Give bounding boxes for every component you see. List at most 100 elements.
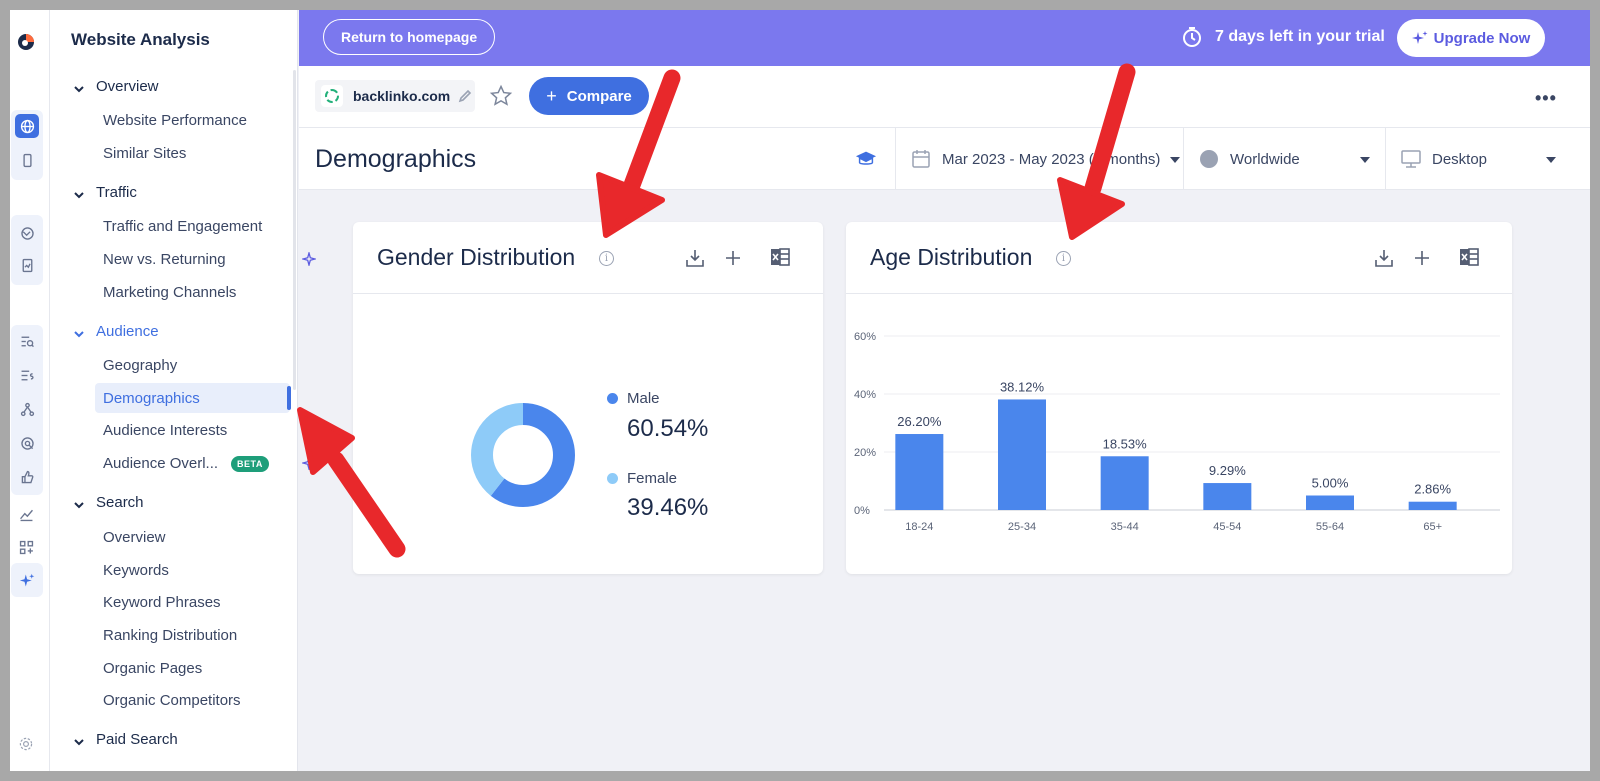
rail-group-seo bbox=[11, 325, 43, 495]
download-icon[interactable] bbox=[1373, 247, 1395, 269]
chevron-down-icon bbox=[74, 187, 86, 199]
region-label: Worldwide bbox=[1230, 150, 1300, 168]
return-homepage-button[interactable]: Return to homepage bbox=[323, 19, 496, 55]
card-header: Age Distribution i bbox=[846, 222, 1512, 294]
add-icon[interactable] bbox=[722, 247, 744, 269]
legend-female-value: 39.46% bbox=[627, 494, 709, 521]
nav-item-audience-overlap[interactable]: Audience Overl... bbox=[103, 454, 219, 472]
sparkle-icon bbox=[1411, 31, 1428, 44]
nav-item-traffic-engagement[interactable]: Traffic and Engagement bbox=[103, 217, 263, 235]
x-tick-label: 18-24 bbox=[905, 521, 933, 533]
apps-icon[interactable] bbox=[14, 535, 38, 559]
site-favicon bbox=[321, 85, 343, 107]
gender-distribution-card: Gender Distribution i Male 60.54% Female… bbox=[353, 222, 823, 574]
bar-value-label: 38.12% bbox=[1000, 379, 1045, 394]
device-filter[interactable]: Desktop bbox=[1385, 128, 1590, 190]
info-icon[interactable]: i bbox=[1056, 251, 1071, 266]
section-overview[interactable]: Overview bbox=[74, 78, 159, 95]
section-audience[interactable]: Audience bbox=[74, 323, 159, 340]
sparkle-icon bbox=[302, 456, 316, 470]
y-tick-label: 0% bbox=[854, 505, 870, 517]
nav-item-marketing-channels[interactable]: Marketing Channels bbox=[103, 283, 237, 301]
nav-item-website-performance[interactable]: Website Performance bbox=[103, 111, 247, 129]
chevron-down-icon bbox=[74, 497, 86, 509]
nav-item-similar-sites[interactable]: Similar Sites bbox=[103, 144, 187, 162]
world-chart-icon[interactable] bbox=[15, 221, 39, 245]
y-tick-label: 40% bbox=[854, 389, 876, 401]
nav-item-new-vs-returning[interactable]: New vs. Returning bbox=[103, 250, 226, 268]
bar-55-64[interactable] bbox=[1306, 495, 1354, 511]
target-icon[interactable] bbox=[15, 431, 39, 455]
icon-rail bbox=[10, 10, 50, 771]
star-icon[interactable] bbox=[489, 84, 513, 108]
section-label: Audience bbox=[96, 323, 159, 340]
card-title: Age Distribution bbox=[870, 244, 1033, 270]
thumbs-up-icon[interactable] bbox=[15, 465, 39, 489]
bar-18-24[interactable] bbox=[895, 434, 944, 510]
more-options-icon[interactable]: ••• bbox=[1535, 88, 1557, 108]
trend-icon[interactable] bbox=[14, 502, 38, 526]
nav-item-organic-pages[interactable]: Organic Pages bbox=[103, 659, 203, 677]
card-title: Gender Distribution bbox=[377, 244, 576, 270]
trial-banner: Return to homepage 7 days left in your t… bbox=[299, 10, 1590, 66]
section-traffic[interactable]: Traffic bbox=[74, 184, 137, 201]
nav-scrollbar[interactable] bbox=[293, 70, 296, 390]
age-distribution-card: Age Distribution i 0% 20% 40% 60% 26.20% 18-2… bbox=[846, 222, 1512, 574]
sparkle-icon[interactable] bbox=[15, 568, 39, 592]
page-title: Demographics bbox=[315, 145, 477, 173]
download-icon[interactable] bbox=[684, 247, 706, 269]
bar-65+[interactable] bbox=[1408, 501, 1457, 510]
date-range-filter[interactable]: Mar 2023 - May 2023 (3 months) bbox=[895, 128, 1183, 190]
nav-item-demographics[interactable]: Demographics bbox=[95, 383, 290, 413]
section-paid-search[interactable]: Paid Search bbox=[74, 731, 178, 748]
region-filter[interactable]: Worldwide bbox=[1183, 128, 1385, 190]
page-header: Demographics Mar 2023 - May 2023 (3 mont… bbox=[299, 128, 1590, 190]
bar-value-label: 26.20% bbox=[897, 414, 942, 429]
info-icon[interactable]: i bbox=[599, 251, 614, 266]
list-dollar-icon[interactable] bbox=[15, 363, 39, 387]
bar-25-34[interactable] bbox=[998, 399, 1046, 510]
selection-indicator bbox=[287, 386, 291, 410]
bar-45-54[interactable] bbox=[1203, 483, 1252, 510]
nav-item-organic-competitors[interactable]: Organic Competitors bbox=[103, 691, 241, 709]
globe-icon[interactable] bbox=[15, 114, 39, 138]
section-label: Search bbox=[96, 494, 144, 511]
report-icon[interactable] bbox=[15, 253, 39, 277]
trial-status: 7 days left in your trial bbox=[1181, 26, 1385, 48]
compare-button[interactable]: + Compare bbox=[529, 77, 649, 115]
keyword-search-icon[interactable] bbox=[15, 329, 39, 353]
nav-item-keyword-phrases[interactable]: Keyword Phrases bbox=[103, 593, 221, 611]
beta-badge: BETA bbox=[231, 456, 269, 472]
legend-male-value: 60.54% bbox=[627, 415, 709, 442]
device-label: Desktop bbox=[1432, 150, 1488, 168]
legend-male-label: Male bbox=[627, 390, 660, 407]
desktop-icon bbox=[1401, 150, 1421, 168]
x-tick-label: 55-64 bbox=[1316, 521, 1344, 533]
x-tick-label: 45-54 bbox=[1213, 521, 1241, 533]
app-logo-icon[interactable] bbox=[16, 32, 36, 52]
side-navigation: Website Analysis Overview Website Perfor… bbox=[50, 10, 316, 771]
nav-item-keywords[interactable]: Keywords bbox=[103, 561, 169, 579]
rail-group-ai bbox=[11, 563, 43, 597]
bar-value-label: 9.29% bbox=[1209, 463, 1246, 478]
settings-gear-icon[interactable] bbox=[18, 736, 34, 752]
mobile-icon[interactable] bbox=[15, 148, 39, 172]
nav-item-search-overview[interactable]: Overview bbox=[103, 528, 166, 546]
nav-item-ranking-distribution[interactable]: Ranking Distribution bbox=[103, 626, 238, 644]
network-icon[interactable] bbox=[15, 397, 39, 421]
nav-item-geography[interactable]: Geography bbox=[103, 356, 178, 374]
nav-item-audience-interests[interactable]: Audience Interests bbox=[103, 421, 228, 439]
add-icon[interactable] bbox=[1411, 247, 1433, 269]
export-excel-icon[interactable] bbox=[769, 246, 791, 268]
bar-35-44[interactable] bbox=[1100, 456, 1149, 510]
plus-icon: + bbox=[546, 85, 557, 106]
export-excel-icon[interactable] bbox=[1458, 246, 1480, 268]
upgrade-now-button[interactable]: Upgrade Now bbox=[1397, 19, 1545, 57]
upgrade-label: Upgrade Now bbox=[1433, 29, 1531, 47]
site-selector[interactable]: backlinko.com bbox=[315, 80, 475, 112]
graduation-cap-icon[interactable] bbox=[855, 148, 877, 170]
donut-slice-female bbox=[471, 403, 575, 507]
section-search[interactable]: Search bbox=[74, 494, 144, 511]
sparkle-icon bbox=[302, 252, 316, 266]
pencil-icon[interactable] bbox=[458, 89, 472, 103]
